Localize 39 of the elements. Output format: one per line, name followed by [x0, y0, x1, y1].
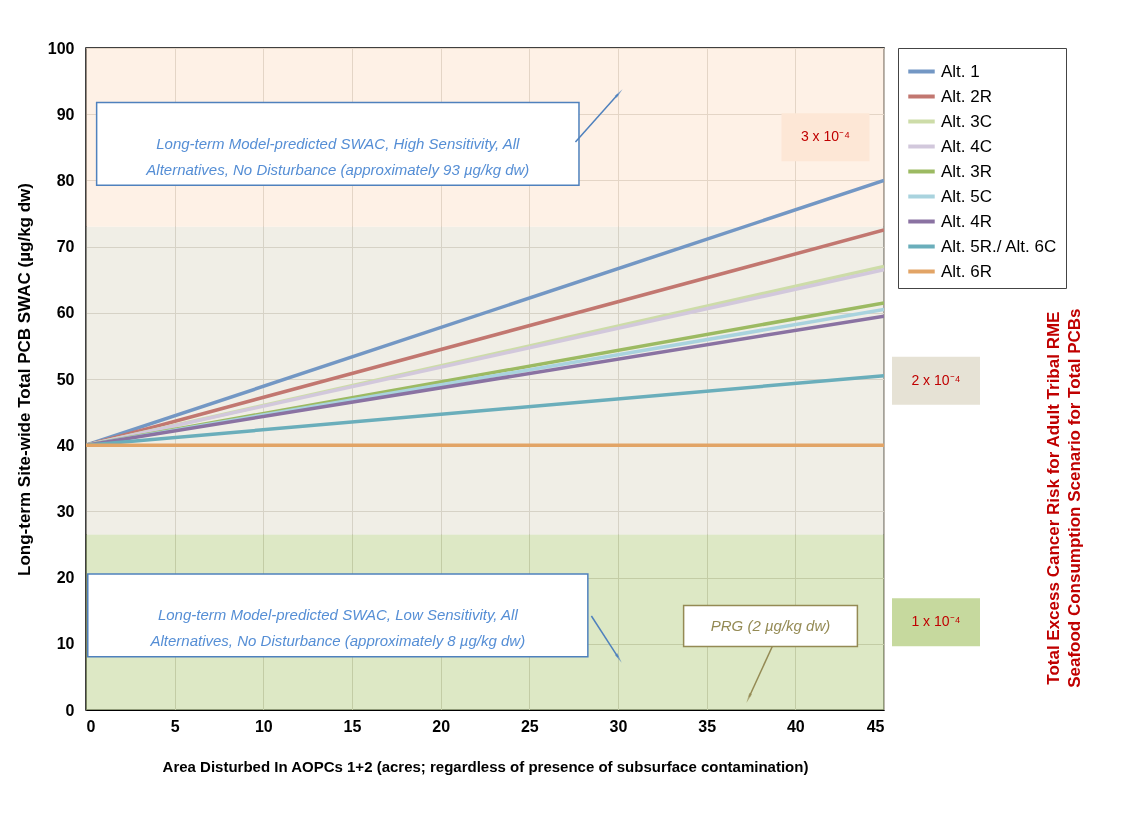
x-tick-label: 0	[86, 717, 96, 735]
band-label: 3 x 10⁻⁴	[800, 128, 851, 145]
x-axis-title: Area Disturbed In AOPCs 1+2 (acres; regardless of presence of subsurface contamination)	[162, 757, 809, 775]
legend-label: Alt. 5R./ Alt. 6C	[941, 236, 1057, 256]
x-tick-label: 40	[786, 717, 805, 735]
y-tick-label: 20	[56, 569, 75, 587]
x-tick-label: 20	[432, 717, 451, 735]
legend-label: Alt. 1	[941, 61, 980, 81]
y-tick-label: 0	[65, 701, 75, 719]
band-label: 1 x 10⁻⁴	[911, 613, 961, 630]
y-tick-label: 30	[56, 502, 75, 520]
x-tick-label: 15	[343, 717, 362, 735]
x-tick-label: 45	[866, 717, 885, 735]
x-tick-label: 10	[254, 717, 273, 735]
x-tick-label: 30	[609, 717, 628, 735]
y-tick-label: 100	[47, 39, 75, 57]
x-tick-label: 25	[520, 717, 539, 735]
x-tick-label: 35	[698, 717, 717, 735]
annotation: PRG (2 µg/kg dw)	[710, 616, 831, 634]
y-tick-label: 10	[56, 635, 75, 653]
band-label: 2 x 10⁻⁴	[911, 371, 961, 388]
legend-label: Alt. 3R	[941, 161, 993, 181]
y-tick-label: 80	[56, 171, 75, 189]
y-tick-label: 60	[56, 304, 75, 322]
legend-label: Alt. 6R	[941, 261, 993, 281]
legend-label: Alt. 4R	[941, 211, 993, 231]
legend-label: Alt. 5C	[941, 186, 993, 206]
text: Total Excess Cancer Risk for Adult Tribal RME Seafood Consumption Scenario for Total PCBs	[1044, 308, 1084, 688]
legend-label: Alt. 4C	[941, 136, 993, 156]
x-tick-label: 5	[170, 717, 180, 735]
annotation: Long-term Model-predicted SWAC, High Sensitivity, All Alternatives, No Disturbance (approximately 93 µg/kg dw)	[145, 134, 530, 178]
y-tick-label: 40	[56, 436, 75, 454]
annotation: Long-term Model-predicted SWAC, Low Sensitivity, All Alternatives, No Disturbance (approximately 8 µg/kg dw)	[149, 606, 526, 650]
legend-label: Alt. 3C	[941, 111, 993, 131]
y-axis-title: Long-term Site-wide Total PCB SWAC (µg/kg dw)	[14, 183, 34, 576]
legend-label: Alt. 2R	[941, 86, 993, 106]
y-tick-label: 70	[56, 238, 75, 256]
y-tick-label: 50	[56, 370, 75, 388]
y-tick-label: 90	[56, 105, 75, 123]
